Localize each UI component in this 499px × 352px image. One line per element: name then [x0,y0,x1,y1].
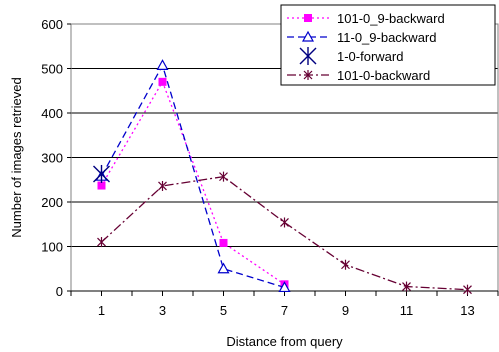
y-tick-label: 100 [41,240,63,255]
legend-label: 101-0-backward [337,68,430,83]
x-tick-label: 3 [159,303,166,318]
x-tick-label: 9 [342,303,349,318]
y-tick-label: 300 [41,151,63,166]
data-point [219,238,228,247]
y-tick-label: 400 [41,106,63,121]
legend-marker [299,47,317,65]
y-tick-label: 200 [41,195,63,210]
data-point [217,262,230,274]
legend-label: 101-0_9-backward [337,11,445,26]
data-point [280,217,289,228]
data-point [402,281,411,292]
x-tick-label: 11 [400,303,414,318]
y-axis-ticks: 0 100 200 300 400 500 600 [41,17,71,299]
legend-label: 11-0_9-backward [337,30,436,45]
data-point [158,180,167,191]
data-point [93,164,110,183]
series-line [100,63,285,289]
data-point [158,77,167,86]
series-line [101,175,468,291]
data-point [97,237,106,248]
y-tick-label: 500 [41,62,63,77]
y-tick-label: 0 [56,284,63,299]
legend-box [280,4,496,86]
data-point [156,59,169,70]
y-tick-label: 600 [41,17,63,32]
x-tick-label: 7 [281,303,288,318]
data-point [463,284,472,295]
y-axis-title: Number of images retrieved [9,77,24,237]
data-point [341,259,350,270]
x-tick-label: 5 [220,303,227,318]
series-line [100,80,285,285]
x-tick-label: 1 [98,303,105,318]
series-2 [93,164,110,183]
x-axis-ticks: 1 3 5 7 9 11 13 [70,290,499,318]
series-0 [97,77,289,289]
series-layer [93,59,472,295]
data-point [219,171,228,182]
series-3 [97,171,472,295]
legend-marker [303,70,313,80]
legend: 101-0_9-backward 11-0_9-backward 1-0-forwa… [280,4,496,86]
data-point [97,181,106,190]
legend-marker [301,30,315,42]
data-point [278,281,291,293]
legend-marker [304,14,312,22]
x-tick-label: 13 [460,303,474,318]
series-1 [95,59,291,293]
legend-label: 1-0-forward [337,49,403,64]
x-axis-title: Distance from query [226,334,343,349]
